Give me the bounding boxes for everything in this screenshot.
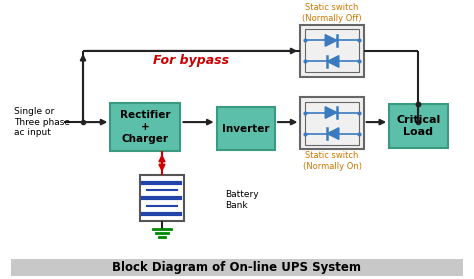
Polygon shape: [327, 56, 339, 67]
Polygon shape: [325, 107, 337, 118]
Bar: [217, 107, 275, 150]
Text: Static switch
(Normally On): Static switch (Normally On): [302, 151, 362, 171]
Bar: [110, 103, 181, 151]
Text: Block Diagram of On-line UPS System: Block Diagram of On-line UPS System: [112, 261, 362, 274]
Text: For bypass: For bypass: [153, 54, 229, 67]
Text: Battery
Bank: Battery Bank: [225, 190, 259, 210]
Bar: [305, 30, 359, 72]
Bar: [301, 97, 364, 149]
Bar: [305, 102, 359, 145]
Text: Critical
Load: Critical Load: [396, 115, 440, 137]
Polygon shape: [325, 35, 337, 46]
Text: Single or
Three phase
ac input: Single or Three phase ac input: [14, 107, 70, 137]
Text: Static switch
(Normally Off): Static switch (Normally Off): [302, 3, 362, 23]
Text: Inverter: Inverter: [222, 124, 270, 134]
Bar: [389, 104, 447, 148]
Bar: [301, 25, 364, 77]
Bar: [139, 175, 184, 222]
Bar: [11, 259, 463, 276]
Text: Rectifier
+
Charger: Rectifier + Charger: [120, 110, 171, 144]
Polygon shape: [327, 128, 339, 140]
